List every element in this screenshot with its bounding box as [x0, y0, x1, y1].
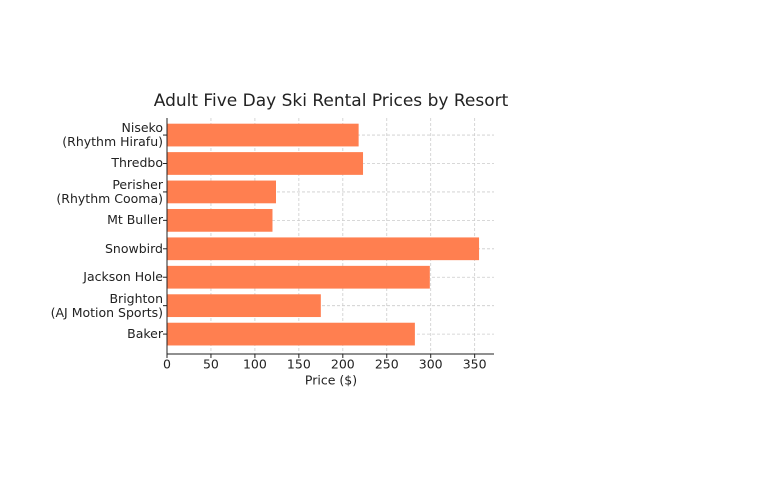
x-tick-label: 100 — [243, 357, 267, 372]
bar — [167, 294, 321, 318]
x-axis-label: Price ($) — [305, 373, 357, 388]
y-tick-label: Jackson Hole — [83, 269, 163, 285]
bar — [167, 208, 273, 232]
x-tick-label: 150 — [287, 357, 311, 372]
y-tick-label: Snowbird — [105, 240, 163, 256]
bar — [167, 180, 276, 204]
y-tick-label: Mt Buller — [107, 212, 163, 228]
y-tick-label: Niseko (Rhythm Hirafu) — [62, 120, 163, 150]
bar — [167, 237, 480, 261]
bar — [167, 322, 415, 346]
x-tick-label: 300 — [419, 357, 443, 372]
x-tick-label: 350 — [463, 357, 487, 372]
x-tick-label: 0 — [163, 357, 171, 372]
chart-title: Adult Five Day Ski Rental Prices by Reso… — [154, 91, 509, 111]
bar — [167, 123, 359, 147]
x-tick-label: 50 — [203, 357, 219, 372]
y-tick-label: Perisher (Rhythm Cooma) — [56, 176, 163, 206]
bar — [167, 152, 364, 175]
y-tick-label: Baker — [127, 326, 163, 342]
y-tick-label: Brighton (AJ Motion Sports) — [50, 290, 163, 320]
y-tick-label: Thredbo — [111, 155, 163, 171]
x-tick-label: 250 — [375, 357, 399, 372]
bar — [167, 265, 430, 289]
x-tick-label: 200 — [331, 357, 355, 372]
